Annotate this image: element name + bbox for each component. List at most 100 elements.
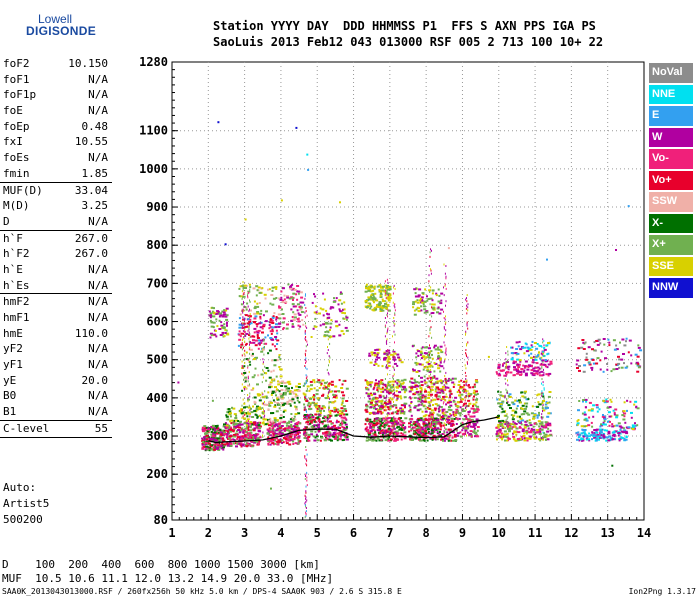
echo-point <box>248 283 251 286</box>
echo-point <box>437 395 441 398</box>
echo-point <box>468 395 471 398</box>
echo-point <box>409 410 412 413</box>
echo-point <box>387 438 390 440</box>
echo-point <box>429 411 431 414</box>
echo-point <box>218 428 222 431</box>
echo-point <box>253 401 257 404</box>
echo-point <box>636 407 640 410</box>
echo-point <box>238 323 242 326</box>
echo-point <box>261 350 263 353</box>
echo-point <box>366 426 369 429</box>
echo-point <box>369 412 373 414</box>
echo-point <box>384 317 386 319</box>
echo-point <box>278 407 281 410</box>
echo-point <box>597 338 601 341</box>
echo-point <box>340 412 344 415</box>
echo-point <box>297 292 300 295</box>
echo-point <box>240 346 242 349</box>
echo-point <box>265 403 269 406</box>
echo-point <box>328 410 332 413</box>
echo-point <box>328 402 330 405</box>
echo-point <box>429 411 432 414</box>
echo-point <box>254 339 258 342</box>
echo-point <box>517 399 521 402</box>
echo-point <box>421 410 424 413</box>
echo-point <box>619 428 622 431</box>
echo-point <box>305 397 306 400</box>
echo-point <box>260 342 263 344</box>
echo-point <box>275 432 279 435</box>
echo-point <box>381 403 385 406</box>
echo-point <box>502 410 505 413</box>
echo-point <box>321 394 324 397</box>
echo-point <box>545 344 549 347</box>
echo-point <box>461 410 464 413</box>
echo-point <box>249 436 251 439</box>
echo-point <box>339 414 342 417</box>
echo-point <box>310 425 313 428</box>
echo-point <box>312 379 316 382</box>
echo-point <box>504 423 507 426</box>
echo-point <box>243 352 245 355</box>
echo-point <box>514 352 518 354</box>
echo-point <box>332 435 336 438</box>
echo-point <box>392 405 394 408</box>
echo-point <box>398 418 401 421</box>
echo-point <box>403 378 407 381</box>
echo-point <box>472 405 474 408</box>
echo-point <box>272 317 275 319</box>
echo-point <box>374 404 376 407</box>
echo-point <box>454 439 458 441</box>
echo-point <box>247 358 249 361</box>
y-tick-label: 800 <box>146 238 168 252</box>
echo-point <box>450 378 453 381</box>
echo-point <box>527 431 531 434</box>
echo-point <box>242 437 245 439</box>
echo-point <box>535 347 539 350</box>
echo-point <box>329 434 332 437</box>
echo-point <box>275 375 278 378</box>
echo-point <box>430 272 432 275</box>
param-label: MUF(D) <box>3 183 43 197</box>
echo-point <box>341 409 345 412</box>
echo-point <box>213 431 217 434</box>
x-tick-label: 10 <box>492 526 506 540</box>
echo-point <box>209 336 212 339</box>
echo-point <box>268 404 272 407</box>
x-tick-label: 13 <box>600 526 614 540</box>
echo-point <box>430 286 432 289</box>
echo-point <box>465 378 467 380</box>
echo-point <box>452 439 455 442</box>
echo-point <box>520 368 523 371</box>
echo-point <box>497 367 501 370</box>
echo-point <box>415 420 419 423</box>
echo-point <box>388 297 392 300</box>
echo-point <box>388 399 391 402</box>
echo-point <box>208 446 212 449</box>
echo-point <box>328 407 330 409</box>
echo-point <box>439 359 442 362</box>
echo-point <box>341 422 344 425</box>
echo-point <box>295 431 298 434</box>
echo-point <box>591 368 594 371</box>
echo-point <box>515 341 519 344</box>
echo-point <box>252 405 254 408</box>
echo-point <box>434 348 438 351</box>
echo-point <box>244 378 248 381</box>
echo-point <box>304 311 306 314</box>
echo-point <box>393 368 395 371</box>
echo-point <box>453 418 456 420</box>
echo-point <box>240 439 243 442</box>
echo-point <box>247 365 249 367</box>
echo-point <box>297 389 301 392</box>
echo-point <box>429 268 431 271</box>
echo-point <box>502 363 504 366</box>
echo-point <box>388 380 392 383</box>
echo-point <box>305 505 307 508</box>
echo-point <box>299 325 302 328</box>
echo-point <box>376 389 379 391</box>
echo-point <box>385 291 388 294</box>
echo-point <box>219 312 222 315</box>
echo-point <box>245 332 249 335</box>
echo-point <box>372 294 375 297</box>
